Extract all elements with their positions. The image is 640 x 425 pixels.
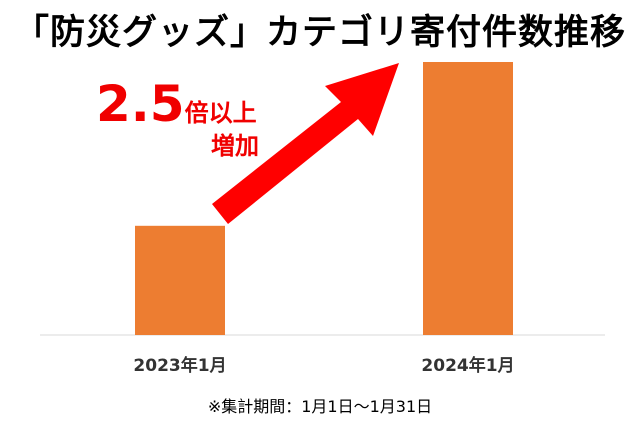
chart-title: 「防災グッズ」カテゴリ寄付件数推移: [13, 13, 626, 53]
footnote: ※集計期間：1月1日～1月31日: [207, 397, 433, 416]
growth-suffix: 倍以上: [184, 99, 257, 127]
bar-2: [423, 62, 513, 335]
growth-multiplier: 2.5: [96, 75, 185, 133]
x-tick-label-1: 2023年1月: [133, 355, 226, 376]
growth-annotation-line2: 増加: [211, 132, 259, 160]
x-tick-label-2: 2024年1月: [421, 355, 514, 376]
bar-1: [135, 225, 225, 335]
growth-annotation: 2.5倍以上: [96, 78, 257, 130]
increase-arrow: [212, 63, 399, 224]
